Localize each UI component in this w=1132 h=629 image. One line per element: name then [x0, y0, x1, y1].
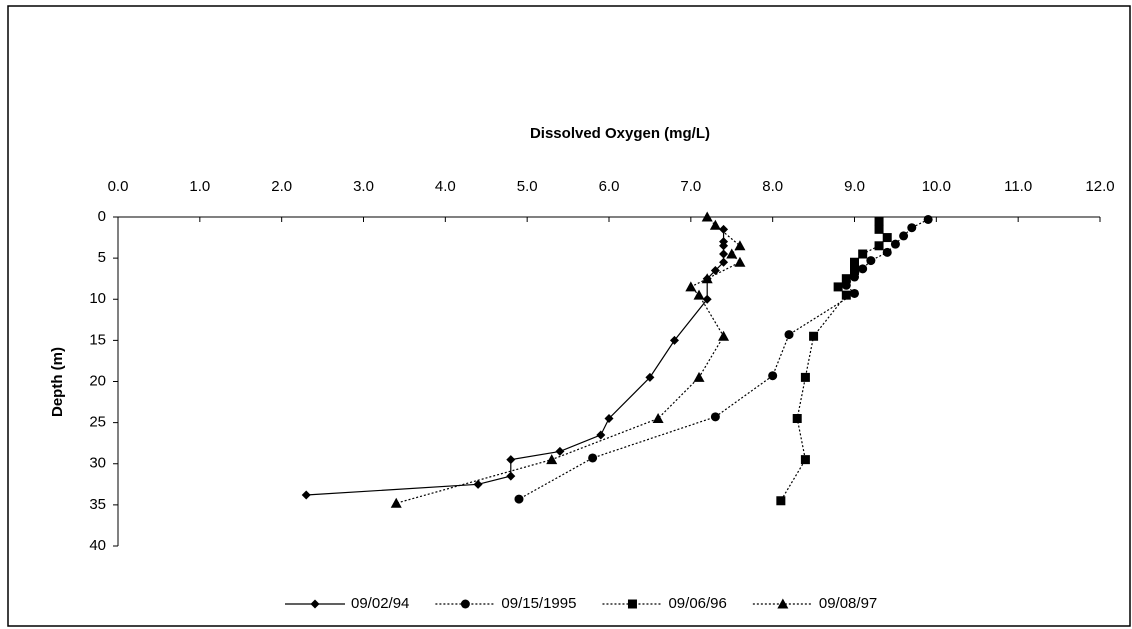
legend-label: 09/06/96: [668, 595, 726, 612]
marker: [301, 490, 311, 500]
marker: [858, 264, 868, 274]
marker: [604, 414, 614, 424]
y-tick-label: 15: [89, 331, 106, 348]
marker: [923, 214, 933, 224]
marker: [506, 455, 516, 465]
x-tick-label: 7.0: [680, 178, 701, 195]
marker: [710, 265, 720, 275]
marker: [709, 219, 721, 230]
marker: [645, 372, 655, 382]
series-line: [396, 216, 741, 504]
marker: [874, 224, 884, 234]
legend-label: 09/15/1995: [501, 595, 576, 612]
marker: [907, 223, 917, 233]
marker: [800, 455, 810, 465]
marker: [310, 599, 320, 609]
marker: [850, 288, 859, 298]
y-tick-label: 35: [89, 496, 106, 513]
y-tick-label: 10: [89, 290, 106, 307]
marker: [546, 454, 558, 465]
marker: [473, 479, 483, 489]
marker: [882, 247, 892, 257]
x-tick-label: 12.0: [1085, 178, 1114, 195]
y-axis-title: Depth (m): [49, 347, 66, 417]
marker: [701, 211, 713, 222]
marker: [841, 290, 851, 300]
marker: [693, 289, 705, 300]
marker: [734, 240, 746, 251]
marker: [685, 281, 697, 292]
marker: [874, 216, 884, 226]
marker: [719, 249, 729, 259]
marker: [596, 430, 606, 440]
marker: [833, 282, 843, 292]
x-tick-label: 0.0: [108, 178, 129, 195]
x-tick-label: 5.0: [517, 178, 538, 195]
x-tick-label: 1.0: [189, 178, 210, 195]
marker: [792, 414, 802, 424]
marker: [800, 372, 810, 382]
marker: [768, 371, 778, 381]
marker: [809, 331, 819, 341]
marker: [702, 294, 712, 304]
marker: [866, 256, 876, 266]
y-tick-label: 0: [98, 208, 106, 225]
x-tick-label: 2.0: [271, 178, 292, 195]
marker: [652, 413, 664, 424]
marker: [850, 265, 859, 275]
x-tick-label: 6.0: [599, 178, 620, 195]
x-tick-label: 9.0: [844, 178, 865, 195]
marker: [719, 224, 729, 234]
marker: [693, 371, 705, 382]
legend-label: 09/08/97: [819, 595, 877, 612]
marker: [460, 599, 470, 609]
y-tick-label: 5: [98, 249, 106, 266]
y-tick-label: 30: [89, 455, 106, 472]
y-tick-label: 40: [89, 537, 106, 554]
marker: [899, 231, 909, 241]
marker: [726, 248, 738, 259]
x-tick-label: 4.0: [435, 178, 456, 195]
marker: [777, 598, 789, 609]
x-tick-label: 3.0: [353, 178, 374, 195]
marker: [734, 256, 746, 267]
marker: [627, 599, 637, 609]
x-tick-label: 11.0: [1004, 178, 1032, 195]
x-tick-label: 10.0: [922, 178, 951, 195]
marker: [890, 239, 900, 249]
marker: [850, 257, 859, 267]
x-axis-title: Dissolved Oxygen (mg/L): [530, 125, 710, 142]
marker: [784, 330, 794, 340]
marker: [718, 330, 730, 341]
marker: [710, 412, 720, 422]
marker: [390, 497, 402, 508]
y-tick-label: 20: [89, 372, 106, 389]
marker: [514, 494, 524, 504]
marker: [841, 274, 851, 284]
marker: [506, 471, 516, 481]
marker: [776, 496, 786, 506]
marker: [719, 257, 729, 267]
marker: [882, 233, 892, 243]
marker: [588, 453, 598, 463]
marker: [719, 241, 729, 251]
legend-label: 09/02/94: [351, 595, 409, 612]
marker: [701, 273, 713, 284]
marker: [874, 241, 884, 251]
marker: [555, 446, 565, 456]
marker: [858, 249, 868, 259]
y-tick-label: 25: [89, 414, 106, 431]
chart-frame: [7, 5, 1131, 627]
x-tick-label: 8.0: [762, 178, 783, 195]
marker: [669, 335, 679, 345]
series-line: [306, 229, 725, 496]
